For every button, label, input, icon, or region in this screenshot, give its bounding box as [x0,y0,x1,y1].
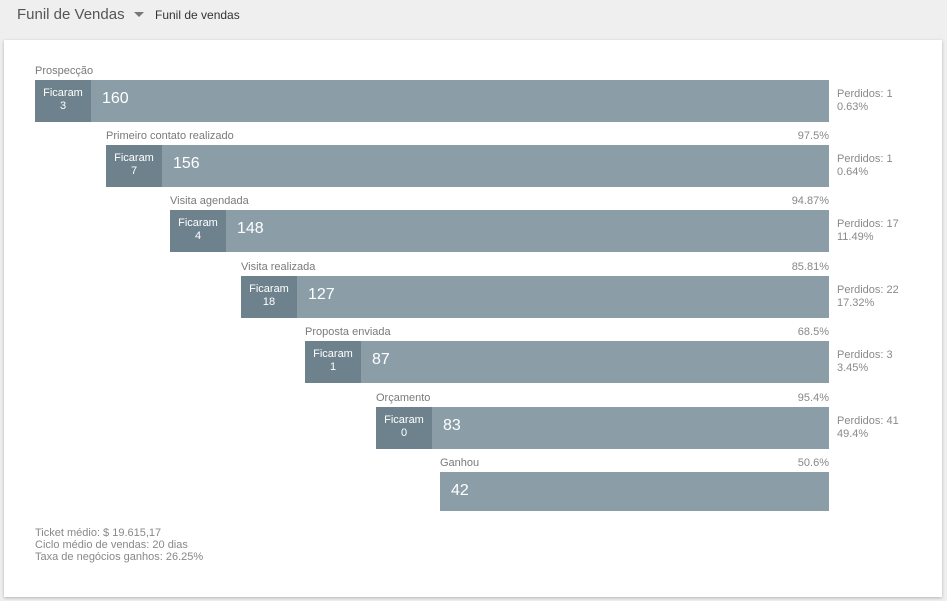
stayed-label: Ficaram [313,348,353,360]
lost-info: Perdidos: 17 11.49% [837,218,899,244]
lost-count: Perdidos: 17 [837,218,899,230]
stage-value: 148 [237,220,264,237]
stayed-label: Ficaram [384,414,424,426]
lost-info: Perdidos: 3 3.45% [837,349,893,375]
funnel-stage: Orçamento 95.4% Ficaram 0 83 [376,392,829,449]
stage-bar[interactable] [35,80,829,122]
lost-pct: 49.4% [837,428,869,440]
lost-pct: 0.63% [837,101,869,113]
lost-info: Perdidos: 1 0.64% [837,153,893,179]
lost-pct: 11.49% [837,231,874,243]
stage-name: Proposta enviada [305,326,391,338]
stayed-count: 7 [130,165,138,177]
stage-bar[interactable] [305,341,829,383]
stage-name: Visita realizada [241,261,316,273]
stayed-label: Ficaram [114,152,154,164]
stayed-count: 1 [329,361,337,373]
stayed-box[interactable]: Ficaram 7 [106,145,162,187]
conversion-pct: 97.5% [797,130,829,142]
lost-pct: 3.45% [837,362,869,374]
funnel-stage: Visita realizada 85.81% Ficaram 18 127 [241,261,829,318]
lost-info: Perdidos: 22 17.32% [837,284,899,310]
stage-bar[interactable] [376,407,829,449]
stage-value: 83 [443,417,461,434]
stayed-count: 3 [59,100,67,112]
chevron-down-icon[interactable] [133,12,144,17]
lost-pct: 17.32% [837,297,875,309]
stage-bar[interactable] [106,145,829,187]
stayed-label: Ficaram [178,217,218,229]
stayed-box[interactable]: Ficaram 1 [305,341,361,383]
stage-name: Orçamento [376,392,431,404]
lost-pct: 0.64% [837,166,869,178]
lost-count: Perdidos: 41 [837,415,899,427]
funnel-summary: Ticket médio: $ 19.615,17 Ciclo médio de… [35,527,203,563]
funnel-stage: Proposta enviada 68.5% Ficaram 1 87 [305,326,829,383]
conversion-pct: 50.6% [797,457,829,469]
conversion-pct: 68.5% [797,326,829,338]
funnel-card: Prospecção Ficaram 3 160 Perdidos: 1 0.6… [4,40,942,597]
average-sales-cycle: Ciclo médio de vendas: 20 dias [35,539,188,551]
stage-name: Ganhou [440,457,480,469]
stage-value: 42 [451,482,469,499]
stayed-box[interactable]: Ficaram 4 [170,210,226,252]
win-rate: Taxa de negócios ganhos: 26.25% [35,551,204,563]
stage-value: 156 [173,155,200,172]
stayed-count: 0 [400,427,408,439]
lost-count: Perdidos: 1 [837,153,893,165]
top-bar: Funil de Vendas Funil de vendas [0,0,947,36]
stage-bar[interactable] [170,210,829,252]
stage-value: 127 [308,286,335,303]
lost-count: Perdidos: 1 [837,88,893,100]
conversion-pct: 94.87% [791,195,829,207]
stage-name: Visita agendada [170,195,249,207]
stayed-box[interactable]: Ficaram 18 [241,276,297,318]
stage-bar[interactable] [440,472,829,511]
stage-name: Primeiro contato realizado [106,130,234,142]
lost-count: Perdidos: 3 [837,349,893,361]
breadcrumb: Funil de vendas [155,8,240,22]
average-ticket: Ticket médio: $ 19.615,17 [35,527,162,539]
lost-info: Perdidos: 41 49.4% [837,415,899,441]
funnel-stage: Ganhou 50.6% 42 [440,457,829,514]
stage-name: Prospecção [35,65,94,77]
funnel-stage: Visita agendada 94.87% Ficaram 4 148 [170,195,829,252]
stage-value: 160 [102,90,129,107]
stayed-box[interactable]: Ficaram 0 [376,407,432,449]
funnel-stage: Primeiro contato realizado 97.5% Ficaram… [106,130,829,187]
stayed-box[interactable]: Ficaram 3 [35,80,91,122]
stayed-count: 4 [194,230,202,242]
conversion-pct: 85.81% [791,261,829,273]
conversion-pct: 95.4% [797,392,829,404]
stage-value: 87 [372,351,390,368]
stayed-label: Ficaram [43,87,83,99]
funnel-stage: Prospecção Ficaram 3 160 [35,65,829,122]
funnel-selector-dropdown[interactable]: Funil de Vendas [17,6,144,23]
lost-info: Perdidos: 1 0.63% [837,88,893,114]
lost-count: Perdidos: 22 [837,284,899,296]
stayed-label: Ficaram [249,283,289,295]
funnel-selector-label: Funil de Vendas [17,6,125,23]
stayed-count: 18 [262,296,276,308]
stage-bar[interactable] [241,276,829,318]
